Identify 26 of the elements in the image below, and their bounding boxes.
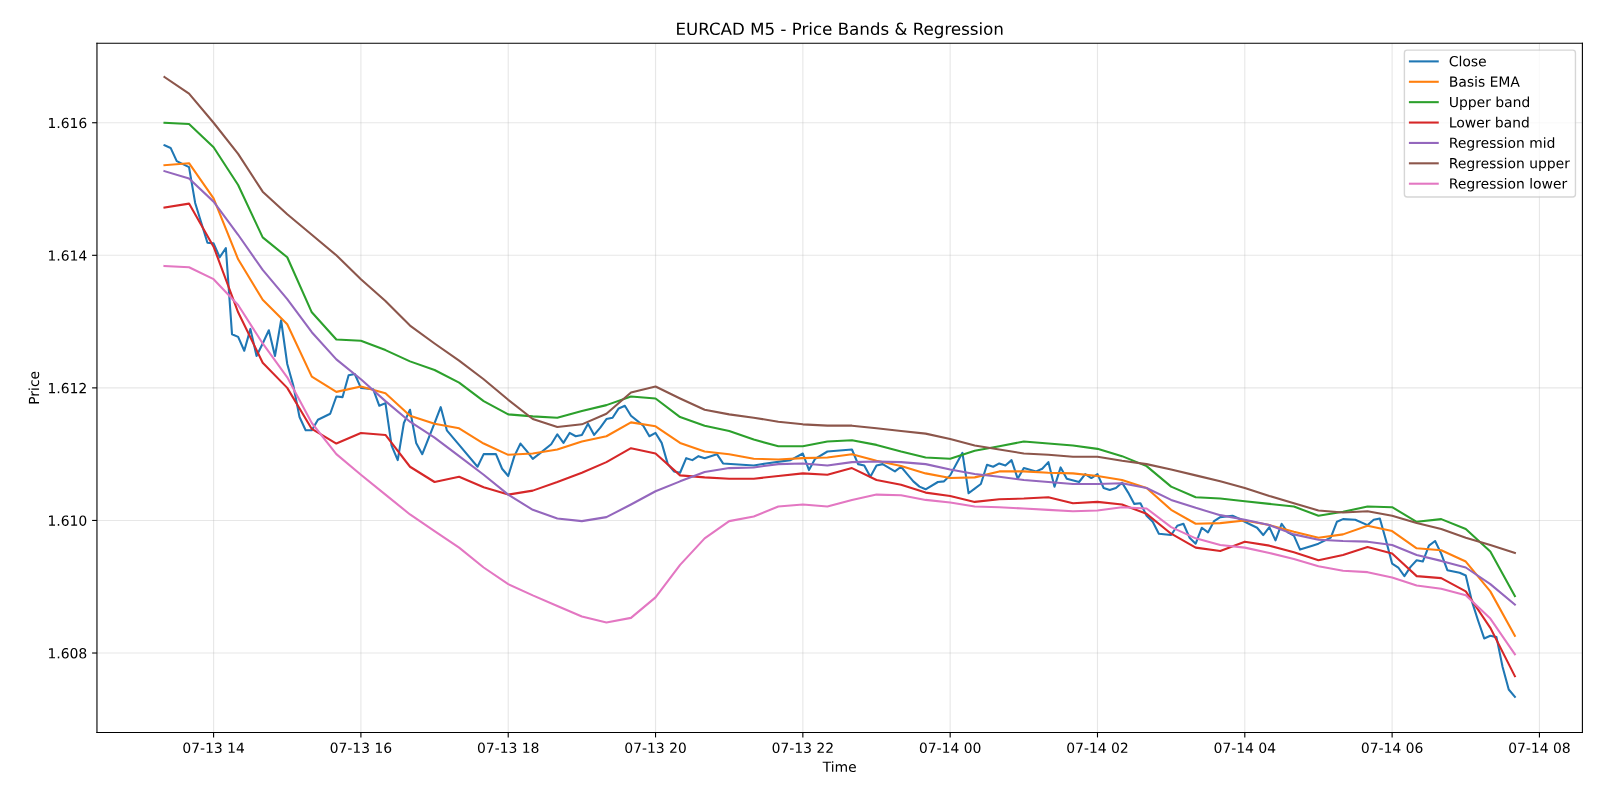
y-axis-title: Price [28,371,40,404]
y-tick-label: 1.614 [49,250,87,261]
chart-title: EURCAD M5 - Price Bands & Regression [677,22,1003,39]
line-series [163,264,1516,656]
legend-label: Close [1449,55,1486,67]
legend-label: Regression lower [1450,178,1568,192]
y-tick-label: 1.608 [49,647,87,659]
x-tick-label: 07-13 14 [183,742,245,754]
x-tick-label: 07-14 08 [1509,742,1570,754]
x-tick-label: 07-14 04 [1214,742,1276,754]
legend-label: Regression mid [1450,137,1555,151]
x-tick-label: 07-13 16 [330,742,392,754]
legend-label: Regression upper [1450,157,1570,172]
legend-label: Basis EMA [1450,76,1520,87]
x-tick-label: 07-13 20 [625,742,686,754]
y-tick-label: 1.616 [49,117,87,129]
legend-label: Upper band [1450,96,1529,110]
legend-label: Lower band [1450,116,1529,128]
x-tick-label: 07-13 22 [772,742,833,754]
x-axis-title: Time [822,761,856,773]
y-tick-label: 1.610 [49,515,87,526]
x-tick-label: 07-14 00 [919,742,981,754]
y-tick-label: 1.612 [49,382,86,394]
x-tick-label: 07-13 18 [477,742,539,754]
x-tick-label: 07-14 06 [1361,742,1423,754]
x-tick-label: 07-14 02 [1067,742,1128,754]
